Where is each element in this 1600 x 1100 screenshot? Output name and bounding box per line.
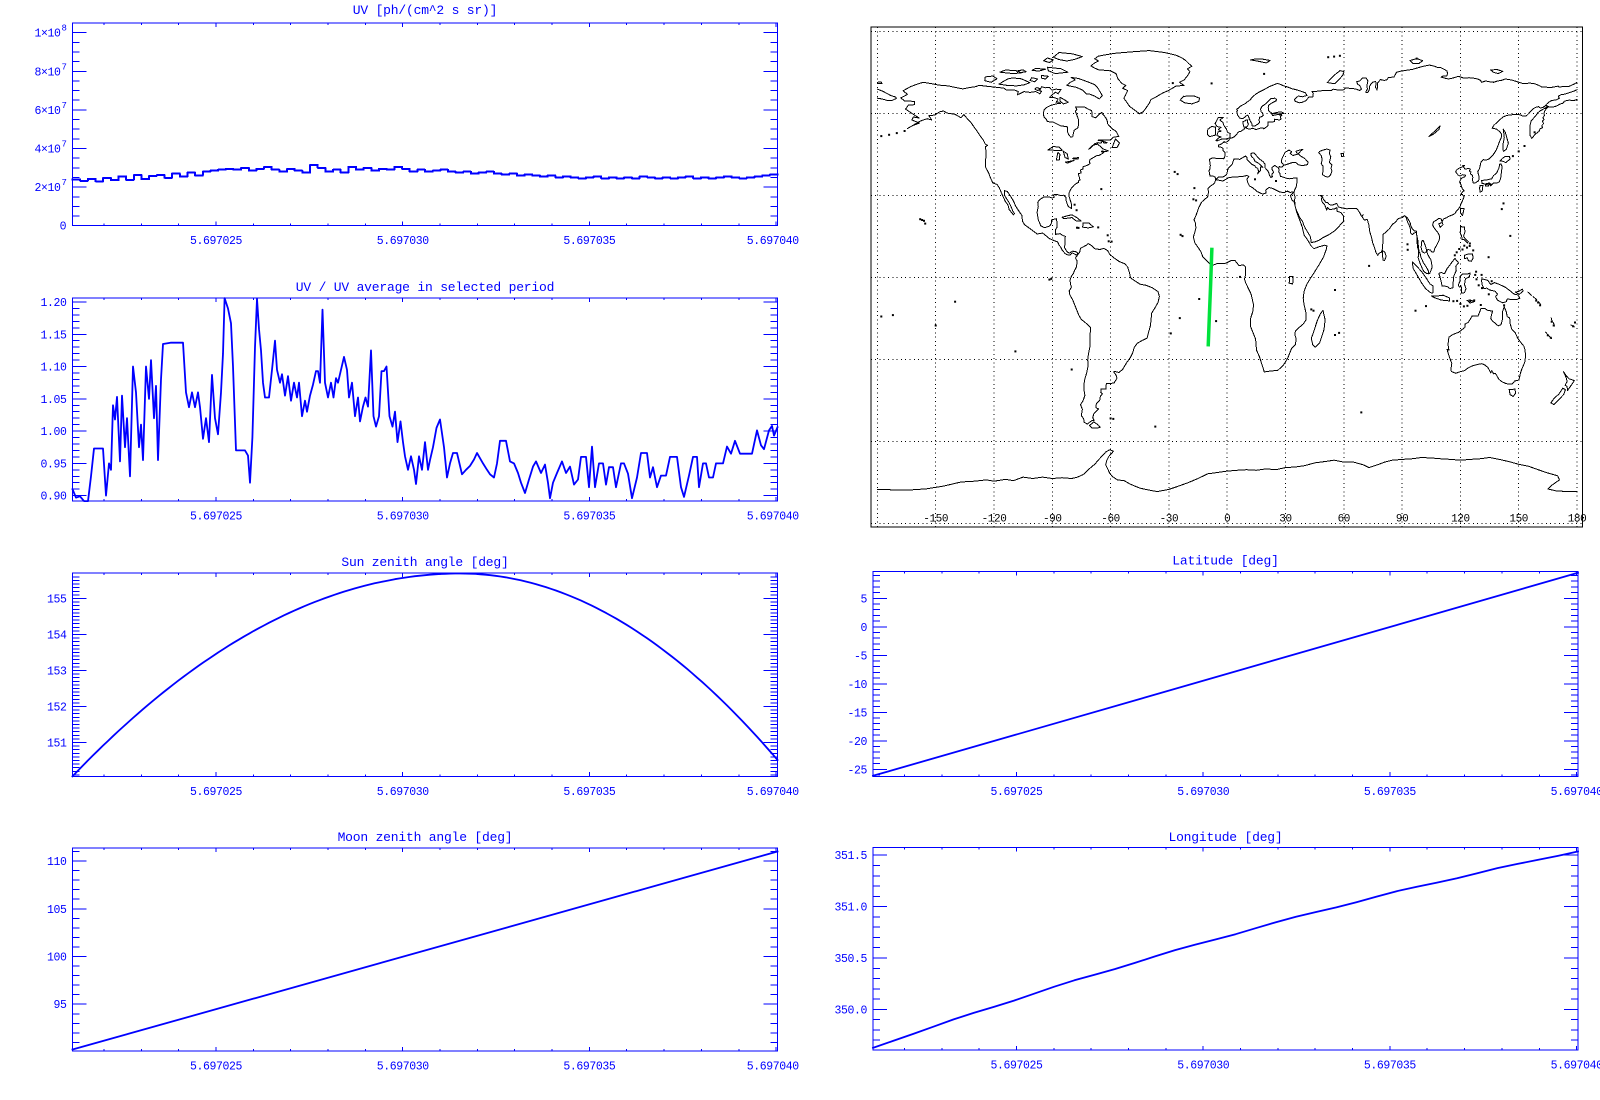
svg-text:1.20: 1.20: [40, 297, 67, 310]
svg-text:5.697025: 5.697025: [190, 235, 243, 248]
svg-text:5.697040: 5.697040: [747, 511, 800, 524]
svg-text:5.697030: 5.697030: [377, 235, 430, 248]
svg-text:95: 95: [53, 999, 67, 1012]
svg-text:-25: -25: [847, 764, 867, 777]
svg-text:350.5: 350.5: [834, 953, 867, 966]
svg-text:1.05: 1.05: [40, 394, 67, 407]
svg-text:8: 8: [62, 24, 67, 34]
svg-text:351.5: 351.5: [834, 850, 867, 863]
svg-text:Longitude [deg]: Longitude [deg]: [1168, 830, 1282, 845]
svg-text:5.697040: 5.697040: [747, 235, 800, 248]
svg-text:180: 180: [1568, 514, 1587, 526]
svg-text:7: 7: [62, 62, 67, 72]
svg-text:7: 7: [62, 140, 67, 150]
svg-text:1.10: 1.10: [40, 362, 67, 375]
svg-text:5.697035: 5.697035: [563, 235, 616, 248]
svg-text:110: 110: [47, 856, 67, 869]
svg-text:5.697035: 5.697035: [563, 786, 616, 799]
svg-text:152: 152: [47, 702, 67, 715]
svg-text:6×10: 6×10: [34, 105, 61, 118]
svg-text:1.15: 1.15: [40, 329, 67, 342]
svg-text:8×10: 8×10: [34, 66, 61, 79]
svg-text:-10: -10: [847, 679, 867, 692]
svg-text:-90: -90: [1043, 514, 1062, 526]
svg-text:5.697025: 5.697025: [990, 786, 1043, 799]
svg-text:5.697025: 5.697025: [990, 1060, 1043, 1073]
svg-text:5.697030: 5.697030: [377, 1061, 430, 1074]
svg-text:1×10: 1×10: [34, 28, 61, 41]
svg-text:-15: -15: [847, 707, 867, 720]
svg-text:5.697040: 5.697040: [747, 786, 800, 799]
svg-text:120: 120: [1451, 514, 1470, 526]
svg-text:150: 150: [1509, 514, 1528, 526]
svg-text:5.697035: 5.697035: [1364, 786, 1417, 799]
svg-text:-20: -20: [847, 736, 867, 749]
svg-text:Latitude [deg]: Latitude [deg]: [1172, 554, 1278, 569]
svg-text:105: 105: [47, 904, 67, 917]
svg-text:-60: -60: [1101, 514, 1120, 526]
svg-text:Moon zenith angle [deg]: Moon zenith angle [deg]: [338, 830, 513, 845]
svg-text:351.0: 351.0: [834, 902, 867, 915]
svg-text:-5: -5: [854, 650, 868, 663]
svg-text:100: 100: [47, 952, 67, 965]
svg-text:350.0: 350.0: [834, 1004, 867, 1017]
svg-text:7: 7: [62, 178, 67, 188]
svg-text:90: 90: [1396, 514, 1408, 526]
svg-text:5.697030: 5.697030: [377, 511, 430, 524]
svg-text:5.697025: 5.697025: [190, 786, 243, 799]
svg-text:7: 7: [62, 101, 67, 111]
svg-text:-30: -30: [1160, 514, 1179, 526]
svg-text:5.697030: 5.697030: [377, 786, 430, 799]
svg-text:5: 5: [860, 593, 867, 606]
svg-text:30: 30: [1279, 514, 1291, 526]
svg-text:-120: -120: [982, 514, 1007, 526]
svg-text:5.697040: 5.697040: [747, 1061, 800, 1074]
svg-text:Sun zenith angle [deg]: Sun zenith angle [deg]: [341, 555, 508, 570]
svg-text:UV [ph/(cm^2 s sr)]: UV [ph/(cm^2 s sr)]: [353, 3, 497, 18]
svg-text:0: 0: [60, 221, 67, 234]
svg-text:UV / UV average in selected pe: UV / UV average in selected period: [296, 280, 554, 295]
svg-text:60: 60: [1338, 514, 1350, 526]
svg-text:5.697030: 5.697030: [1177, 1060, 1230, 1073]
svg-text:0.90: 0.90: [40, 491, 67, 504]
svg-text:5.697035: 5.697035: [563, 511, 616, 524]
svg-text:5.697040: 5.697040: [1551, 1060, 1600, 1073]
svg-text:-150: -150: [923, 514, 948, 526]
svg-text:4×10: 4×10: [34, 144, 61, 157]
svg-text:5.697035: 5.697035: [1364, 1060, 1417, 1073]
svg-text:0: 0: [1224, 514, 1230, 526]
svg-text:5.697035: 5.697035: [563, 1061, 616, 1074]
svg-text:1.00: 1.00: [40, 426, 67, 439]
svg-text:0.95: 0.95: [40, 458, 67, 471]
svg-text:153: 153: [47, 666, 67, 679]
svg-text:5.697040: 5.697040: [1551, 786, 1600, 799]
svg-text:0: 0: [860, 622, 867, 635]
svg-text:151: 151: [47, 738, 67, 751]
svg-text:5.697030: 5.697030: [1177, 786, 1230, 799]
svg-text:5.697025: 5.697025: [190, 511, 243, 524]
svg-text:155: 155: [47, 594, 67, 607]
svg-text:2×10: 2×10: [34, 182, 61, 195]
svg-text:154: 154: [47, 630, 67, 643]
svg-text:5.697025: 5.697025: [190, 1061, 243, 1074]
